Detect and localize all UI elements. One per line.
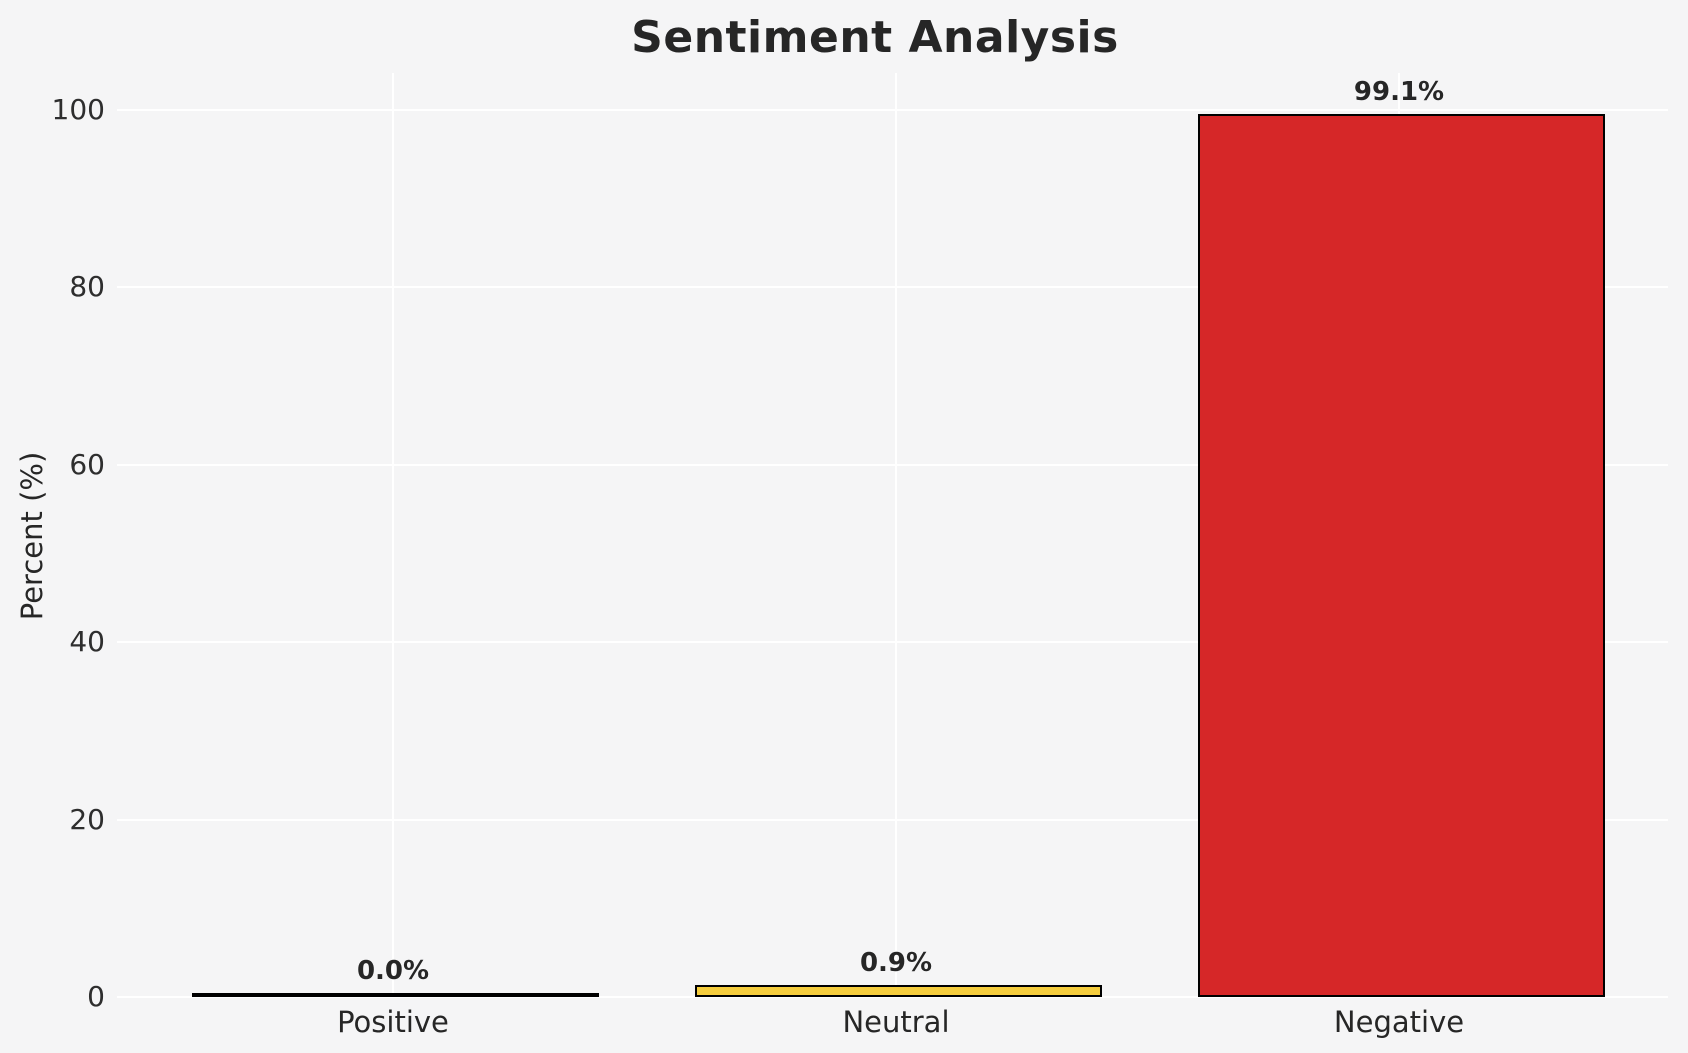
x-gridline-neutral (895, 73, 897, 997)
y-gridline-60 (117, 463, 1668, 466)
y-gridline-80 (117, 286, 1668, 289)
chart-title: Sentiment Analysis (631, 12, 1119, 63)
y-tick-label-20: 20 (69, 802, 105, 836)
y-tick-label-0: 0 (87, 980, 105, 1013)
x-gridline-positive (392, 73, 394, 997)
x-tick-label-neutral: Neutral (842, 1005, 950, 1039)
bar-value-label-negative: 99.1% (1353, 76, 1445, 107)
y-gridline-20 (117, 818, 1668, 821)
x-tick-label-positive: Positive (337, 1005, 449, 1039)
x-tick-label-negative: Negative (1333, 1005, 1465, 1039)
y-gridline-0 (117, 996, 1668, 998)
y-tick-label-60: 60 (69, 447, 105, 481)
bar-negative (1197, 113, 1605, 997)
bar-value-label-positive: 0.0% (356, 956, 430, 986)
y-tick-label-40: 40 (69, 625, 105, 659)
bar-positive (191, 993, 599, 997)
y-tick-label-100: 100 (51, 93, 105, 126)
bar-neutral (694, 985, 1102, 997)
y-gridline-100 (117, 109, 1668, 111)
y-gridline-40 (117, 641, 1668, 644)
bar-value-label-neutral: 0.9% (859, 948, 933, 979)
y-tick-label-80: 80 (69, 270, 105, 304)
